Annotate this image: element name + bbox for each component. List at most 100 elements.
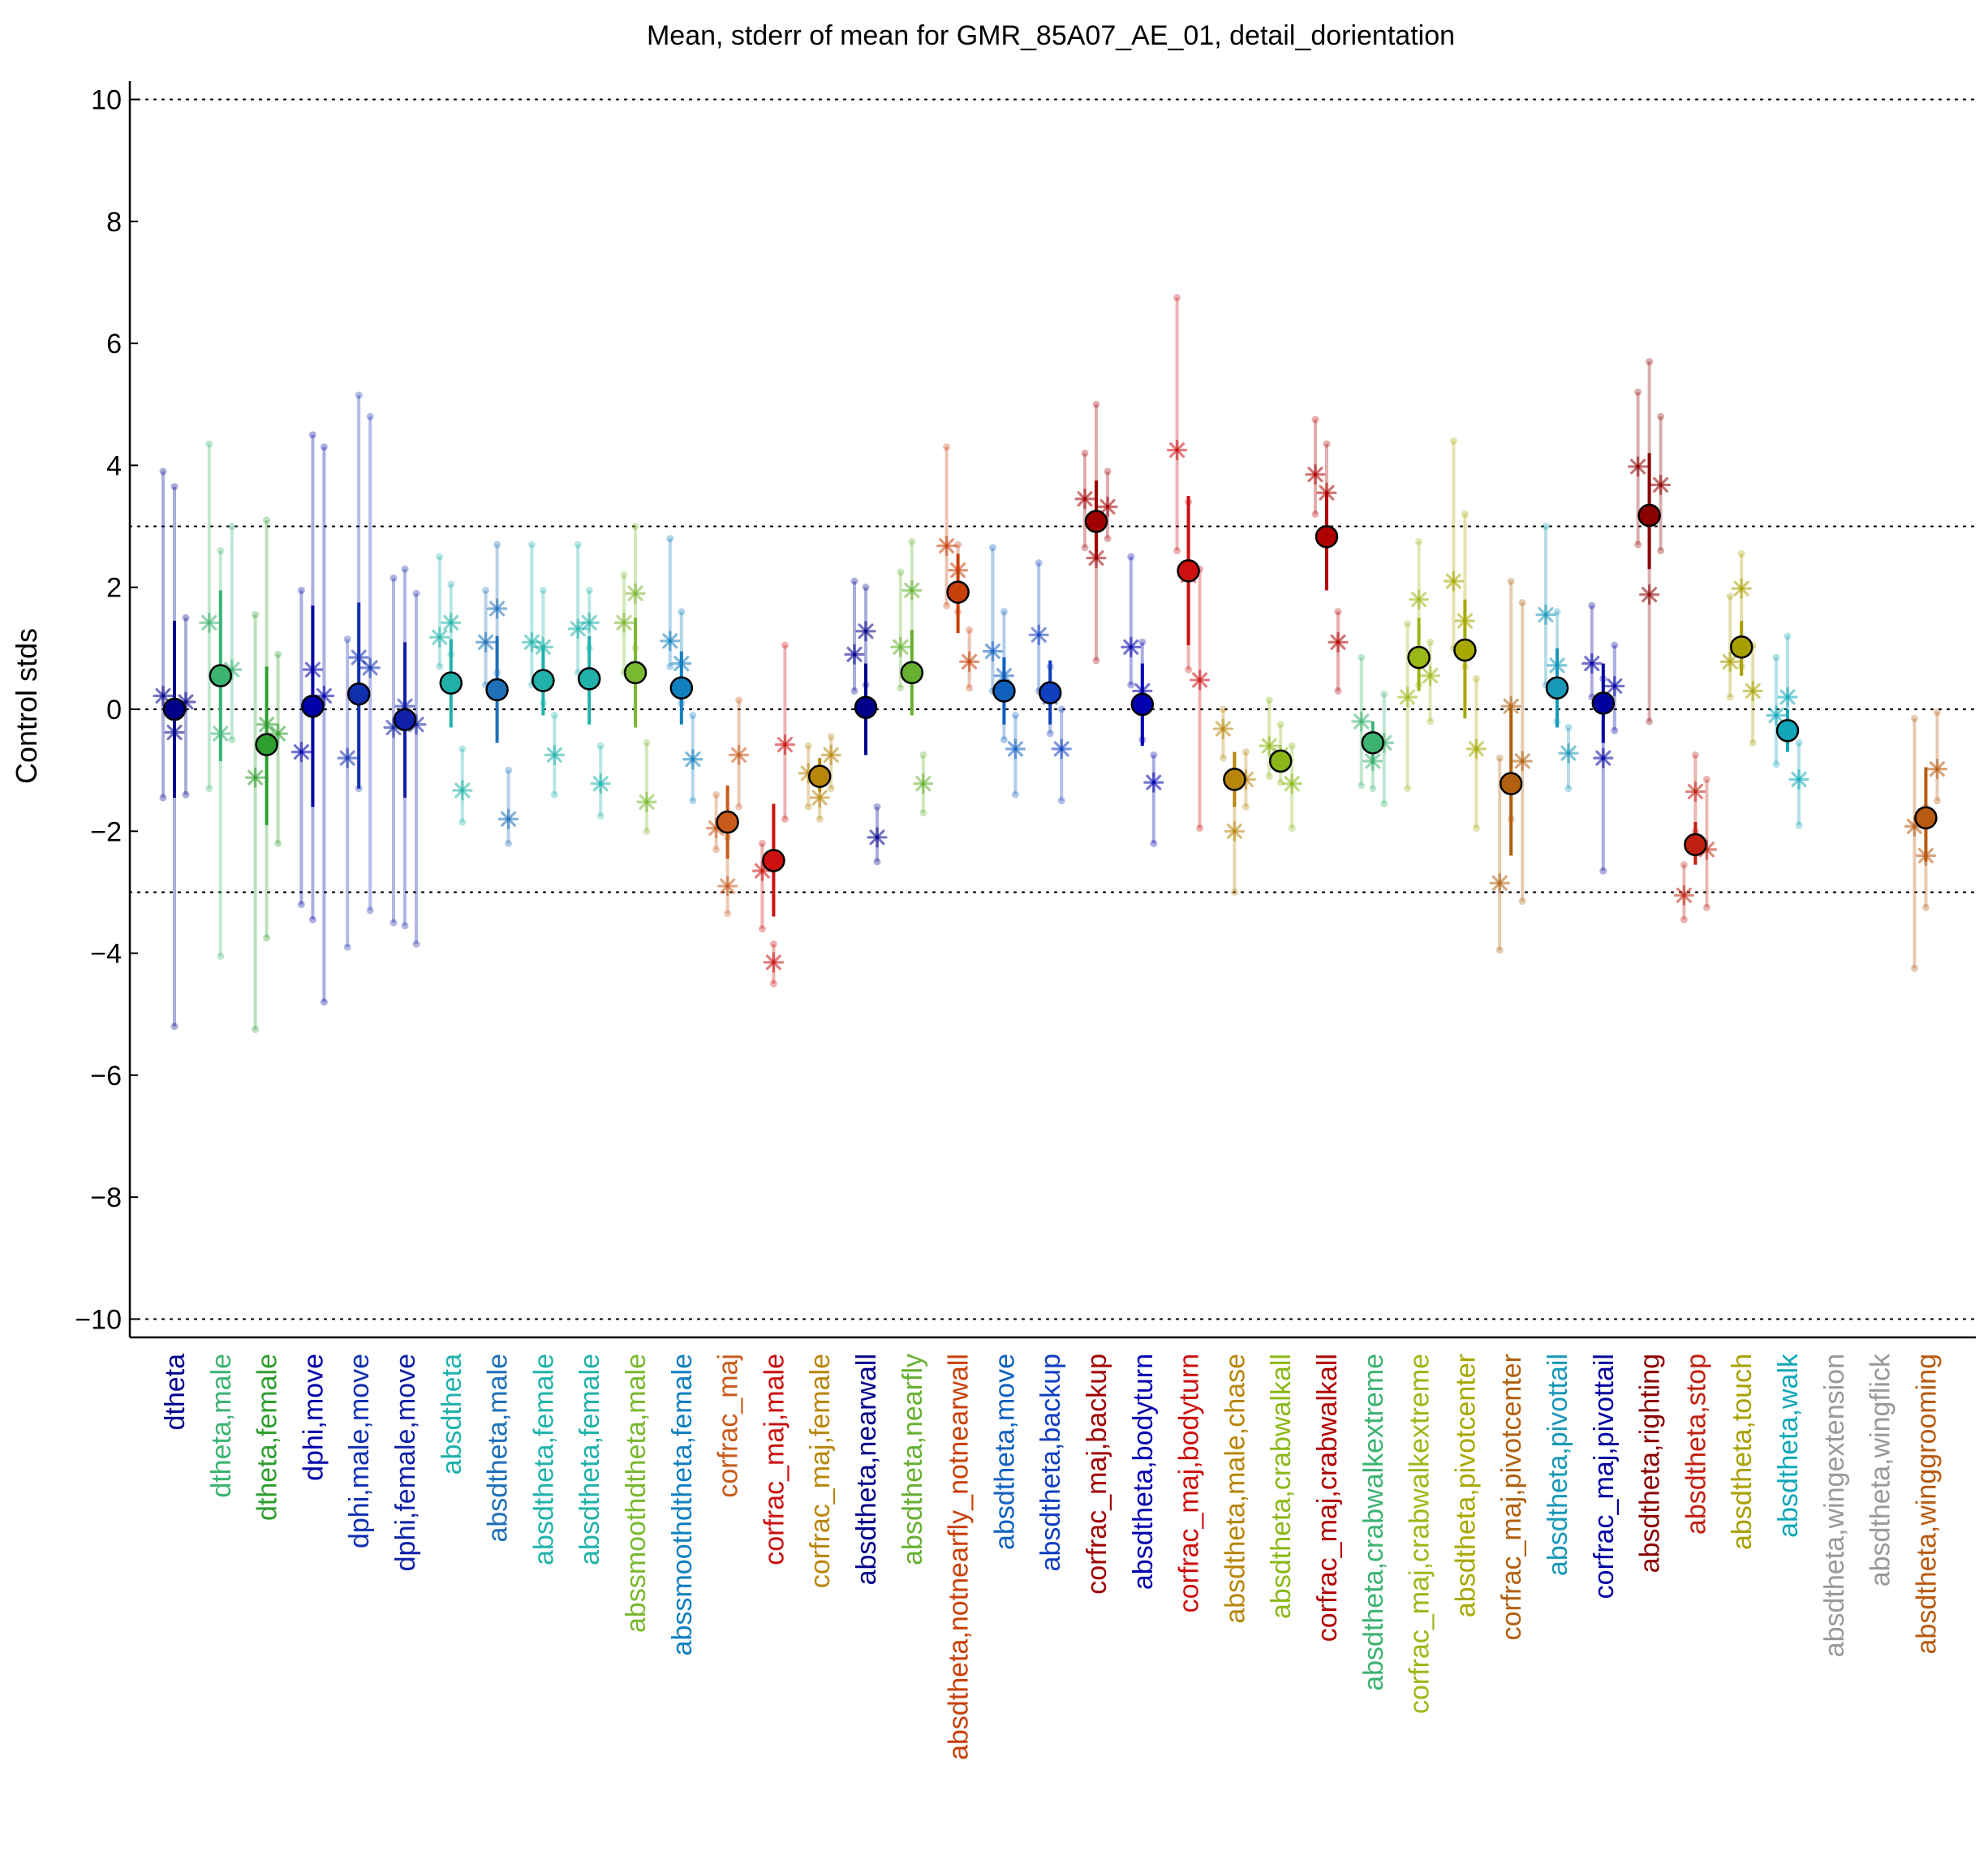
- set-range-end: [1933, 797, 1941, 805]
- set-range-end: [217, 952, 225, 960]
- star-stroke: [1077, 491, 1093, 507]
- x-category-label: absdtheta,pivotcenter: [1450, 1354, 1481, 1617]
- set-range-end: [1369, 785, 1377, 793]
- mean-marker: [1591, 691, 1616, 715]
- set-range-end: [1772, 653, 1780, 661]
- category-group: [1766, 632, 1809, 829]
- star-stroke: [1099, 498, 1116, 515]
- star-marker: [1121, 636, 1142, 657]
- mean-marker: [531, 669, 555, 692]
- star-marker: [1627, 456, 1649, 477]
- star-stroke: [1330, 634, 1346, 650]
- set-range-end: [1646, 358, 1654, 366]
- star-marker: [1281, 773, 1302, 794]
- mean-marker: [439, 671, 463, 695]
- category-group: [1351, 653, 1395, 807]
- star-marker: [1305, 464, 1326, 485]
- mean-marker: [1637, 503, 1661, 527]
- star-stroke: [685, 751, 701, 768]
- x-category-label: abssmoothdtheta,male: [621, 1354, 652, 1633]
- star-marker: [245, 767, 266, 788]
- category-group: [982, 544, 1026, 799]
- set-range-end: [758, 839, 766, 847]
- set-range-end: [1495, 946, 1504, 954]
- star-marker: [774, 734, 796, 756]
- star-stroke: [1400, 689, 1416, 705]
- star-stroke: [1698, 842, 1715, 858]
- star-marker: [590, 773, 611, 794]
- mean-marker: [301, 694, 325, 718]
- set-range-end: [1358, 781, 1366, 790]
- star-marker: [809, 787, 830, 808]
- category-group: [613, 523, 657, 835]
- set-range-end: [1553, 608, 1561, 616]
- star-marker: [1224, 820, 1246, 842]
- set-range-end: [1000, 736, 1008, 744]
- star-stroke: [1353, 713, 1370, 730]
- category-group: [567, 540, 611, 820]
- set-range-end: [1011, 712, 1019, 720]
- star-stroke: [823, 747, 839, 763]
- set-range-end: [205, 785, 213, 793]
- set-range-end: [366, 412, 374, 420]
- x-category-label: corfrac_maj,crabwalkall: [1312, 1354, 1343, 1642]
- set-range-end: [1173, 547, 1181, 555]
- star-stroke: [1791, 771, 1807, 787]
- set-range-end: [1680, 915, 1688, 924]
- x-category-label: absdtheta,stop: [1680, 1354, 1711, 1535]
- set-range-end: [447, 580, 455, 588]
- set-range-end: [1680, 861, 1688, 869]
- set-range-end: [758, 925, 766, 933]
- x-category-label: absdtheta,nearwall: [851, 1354, 882, 1585]
- set-range-end: [1657, 412, 1665, 420]
- star-marker: [844, 644, 865, 665]
- star-stroke: [1653, 476, 1669, 493]
- mean-marker: [393, 708, 417, 732]
- star-marker: [1558, 743, 1579, 764]
- x-category-label: corfrac_maj,bodyturn: [1174, 1354, 1205, 1612]
- star-marker: [716, 876, 738, 897]
- star-stroke: [1468, 741, 1484, 757]
- set-range-end: [1185, 665, 1193, 674]
- star-stroke: [1538, 607, 1554, 623]
- set-range-end: [1334, 608, 1342, 616]
- star-stroke: [443, 614, 459, 631]
- category-group: [1719, 549, 1763, 747]
- set-range-end: [1646, 717, 1654, 725]
- category-group: [521, 540, 566, 799]
- set-range-end: [1334, 687, 1342, 695]
- category-group: [1121, 553, 1164, 847]
- x-category-label: absdtheta,wingextension: [1819, 1354, 1850, 1657]
- category-group: [1904, 708, 1947, 972]
- star-stroke: [1445, 573, 1461, 589]
- star-stroke: [155, 687, 171, 704]
- set-range-end: [1449, 437, 1457, 445]
- star-stroke: [858, 623, 874, 639]
- set-range-end: [1092, 657, 1100, 665]
- category-group: [475, 540, 519, 847]
- set-range-end: [873, 803, 881, 811]
- mean-marker: [992, 679, 1016, 703]
- set-range-end: [919, 751, 927, 759]
- x-category-label: absdtheta,righting: [1635, 1354, 1666, 1573]
- set-range-end: [1726, 693, 1734, 701]
- star-stroke: [1722, 653, 1738, 670]
- mean-marker: [577, 667, 601, 691]
- set-range-end: [159, 794, 167, 802]
- mean-marker: [1545, 676, 1569, 700]
- set-range-end: [1288, 742, 1296, 750]
- star-marker: [728, 744, 750, 765]
- set-range-end: [505, 766, 513, 774]
- set-range-end: [1910, 714, 1918, 722]
- mean-marker: [1775, 719, 1800, 743]
- set-range-end: [1564, 724, 1573, 732]
- set-range-end: [1057, 797, 1065, 805]
- y-tick-label: −8: [90, 1182, 122, 1213]
- set-range-end: [919, 809, 927, 817]
- set-range-end: [1795, 821, 1803, 829]
- category-group: [1396, 537, 1441, 793]
- set-range-end: [1358, 653, 1366, 661]
- star-marker: [1419, 665, 1441, 687]
- set-range-end: [1599, 867, 1607, 875]
- set-range-end: [1241, 748, 1250, 756]
